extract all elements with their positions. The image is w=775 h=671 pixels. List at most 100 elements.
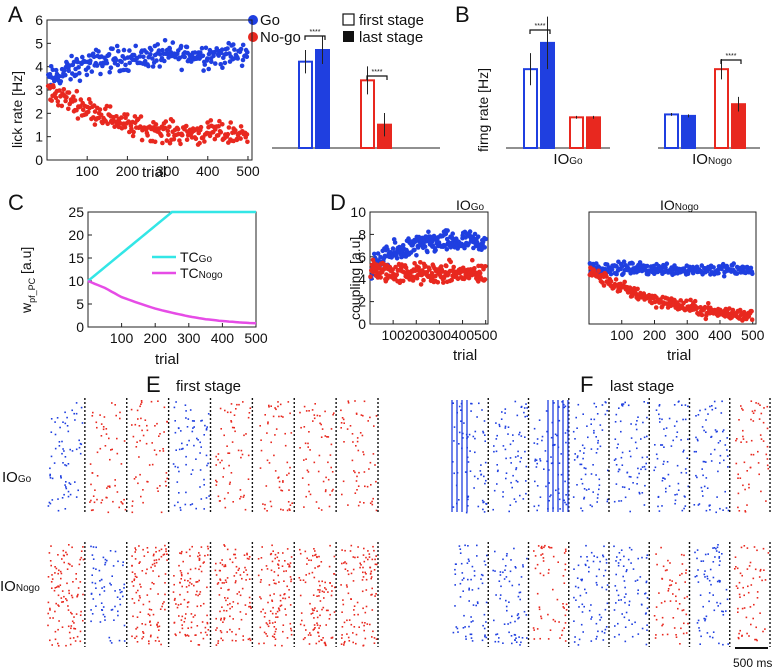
spike [240, 618, 243, 621]
spike [361, 434, 364, 437]
spike [299, 579, 302, 581]
spike [245, 433, 247, 435]
spike [655, 618, 658, 621]
spike [78, 439, 80, 442]
spike [684, 418, 687, 421]
spike [359, 562, 361, 565]
spike [204, 626, 207, 629]
spike [362, 414, 364, 417]
spike [750, 623, 752, 626]
spike [716, 601, 718, 604]
spike [63, 595, 65, 598]
spike [214, 569, 217, 572]
spike [94, 489, 96, 491]
spike [263, 631, 266, 634]
spike [273, 626, 276, 628]
spike [132, 435, 135, 438]
spike [550, 546, 553, 549]
spike [99, 447, 102, 450]
spike [131, 635, 133, 638]
spike [307, 442, 309, 445]
spike [760, 438, 763, 440]
spike [481, 582, 484, 585]
spike [79, 452, 82, 455]
nogo-point [699, 312, 705, 318]
spike [73, 622, 75, 624]
spike [346, 619, 348, 622]
spike [344, 549, 346, 552]
spike [187, 418, 190, 420]
spike [683, 622, 685, 625]
spike [536, 443, 539, 445]
spike [577, 586, 580, 589]
spike [644, 593, 646, 595]
spike [135, 446, 138, 448]
spike [89, 463, 92, 465]
spike [302, 638, 305, 641]
spike [190, 640, 192, 642]
legend-tcgo-sub: Go [199, 254, 213, 265]
spike [526, 637, 528, 639]
spike [469, 450, 471, 452]
spike [721, 553, 723, 555]
spike [375, 555, 377, 557]
spike [157, 621, 159, 624]
go-point [225, 46, 230, 51]
x-tick-label: 200 [643, 327, 667, 343]
spike [215, 629, 217, 631]
spike [340, 409, 342, 412]
spike [309, 602, 311, 605]
spike [512, 440, 514, 442]
spike [78, 563, 81, 566]
spike [117, 614, 119, 617]
panel-label-A: A [8, 2, 23, 27]
go-point [400, 243, 406, 248]
spike [120, 463, 123, 465]
spike [137, 482, 139, 485]
spike [717, 442, 720, 444]
spike [273, 582, 276, 585]
spike [470, 621, 473, 623]
spike [205, 454, 208, 457]
go-point [448, 245, 454, 250]
spike [68, 631, 71, 634]
spike [467, 505, 469, 507]
spike [533, 550, 535, 552]
spike [758, 576, 761, 578]
spike [637, 592, 639, 595]
spike [348, 640, 351, 642]
spike [499, 597, 501, 600]
spike [89, 501, 91, 503]
go-point [232, 47, 237, 52]
spike [145, 572, 147, 575]
spike [507, 426, 510, 428]
spike [541, 435, 544, 438]
spike [331, 590, 333, 592]
nogo-point [86, 109, 91, 115]
spike [104, 558, 107, 561]
spike [738, 632, 740, 635]
spike [365, 573, 367, 575]
spike [482, 574, 484, 577]
spike [202, 602, 205, 605]
spike [227, 492, 229, 494]
spike [621, 404, 623, 406]
spike [225, 599, 227, 602]
spike [267, 625, 270, 628]
spike [595, 452, 598, 454]
spike [53, 589, 56, 592]
go-point [178, 43, 184, 49]
spike [716, 496, 718, 498]
spike [680, 553, 683, 556]
spike [706, 577, 709, 580]
spike [283, 580, 285, 582]
spike [73, 616, 75, 618]
spike [313, 548, 315, 550]
spike [746, 632, 748, 635]
spike [325, 609, 328, 612]
spike [564, 405, 567, 408]
spike [479, 470, 482, 472]
spike [131, 598, 134, 600]
spike [696, 557, 698, 560]
spike [142, 501, 144, 504]
